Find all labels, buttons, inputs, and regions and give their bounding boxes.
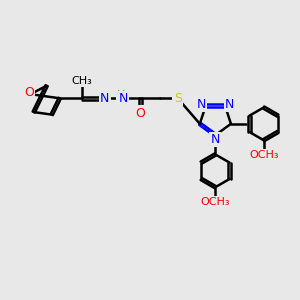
Text: N: N [211,133,220,146]
Text: N: N [225,98,234,111]
Text: S: S [174,92,182,105]
Text: N: N [196,98,206,111]
Text: N: N [100,92,109,105]
Text: OCH₃: OCH₃ [201,197,230,207]
Text: O: O [136,106,146,120]
Text: OCH₃: OCH₃ [249,150,278,160]
Text: N: N [118,92,128,105]
Text: O: O [24,86,34,99]
Text: H: H [117,90,125,100]
Text: CH₃: CH₃ [72,76,92,86]
